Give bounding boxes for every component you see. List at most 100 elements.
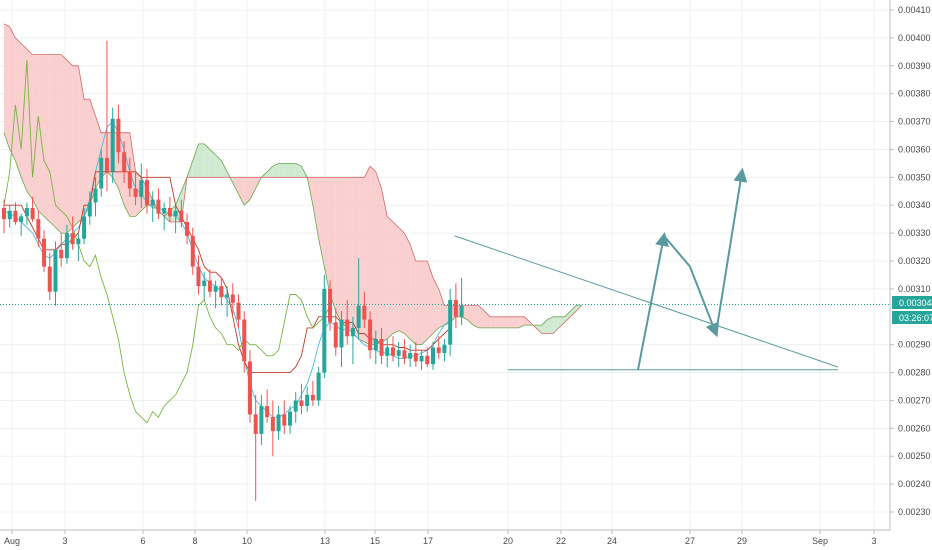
cloud-segment [44,54,50,222]
y-tick-label: 0.00230 [898,507,931,517]
y-tick-label: 0.00330 [898,228,931,238]
candle-body [396,350,401,356]
cloud-segment [55,54,62,234]
candle-body [310,394,315,401]
candle-body [247,361,252,415]
y-tick-label: 0.00410 [898,5,931,15]
x-tick-label: 20 [503,536,513,546]
cloud-segment [249,177,256,200]
candle-body [59,249,64,259]
candle-body [64,233,69,259]
x-axis[interactable]: Aug 3 6 8 10 13 15 17 20 22 24 27 29 Sep 3 [0,529,890,546]
cloud-segment [209,149,216,178]
cloud-segment [473,305,479,328]
cloud-segment [421,261,428,345]
cloud-segment [341,177,348,328]
cloud-segment [192,143,199,178]
cloud-segment [49,54,56,228]
candle-body [116,118,121,153]
senkou-span-b [3,23,582,334]
candle-body [213,286,218,292]
candle-body [122,152,127,172]
cloud-segment [78,65,85,222]
candle-body [145,180,149,206]
cloud-segment [381,188,388,342]
cloud-segment [221,160,228,178]
cloud-segment [290,163,296,178]
y-tick-label: 0.00250 [898,451,931,461]
candle-body [179,210,184,222]
x-tick-label: 13 [320,536,330,546]
candle-body [70,233,75,245]
cloud-segment [15,37,22,178]
y-tick-label: 0.00350 [898,172,931,182]
candle-body [328,288,333,323]
cloud-segment [410,244,416,345]
candle-body [442,344,447,354]
candle-body [219,286,224,298]
y-tick-label: 0.00240 [898,479,931,489]
trend-drawings[interactable] [454,167,839,371]
projection-arrow-segment [715,167,748,334]
cloud-segment [335,177,342,323]
candle-body [42,238,47,267]
cloud-segment [198,143,205,178]
candle-body [167,208,172,217]
candle-body [225,294,230,298]
y-tick-label: 0.00260 [898,423,931,433]
candle-body [82,216,87,239]
cloud-segment [358,177,365,342]
cloud-segment [467,305,474,326]
cloud-segment [433,277,439,334]
cloud-segment [232,177,239,195]
candle-body [99,157,104,189]
y-tick-label: 0.00400 [898,33,931,43]
countdown-label: 03:26:07 [899,313,932,323]
candle-body [19,216,24,222]
cloud-segment [278,163,285,178]
x-tick-label: 8 [192,536,197,546]
candle-body [350,327,355,337]
candle-body [265,406,270,418]
cloud-segment [490,316,496,328]
candle-body [230,294,235,303]
y-axis[interactable]: 0.00410 0.00400 0.00390 0.00380 0.00370 0.003… [889,0,931,530]
candle-body [345,319,350,337]
candle-body [190,235,195,267]
cloud-segment [484,311,491,328]
candle-body [362,305,367,320]
candle-body [419,355,424,362]
cloud-segment [238,177,245,206]
candle-body [379,339,384,356]
y-tick-label: 0.00320 [898,256,931,266]
cloud-segment [564,311,571,323]
cloud-segment [72,65,79,228]
candle-body [322,288,327,373]
cloud-segment [387,216,393,340]
cloud-segment [169,205,176,222]
y-tick-label: 0.00290 [898,340,931,350]
cloud-segment [513,316,519,328]
candle-body [276,414,281,432]
candle-body [104,157,109,172]
candle-body [242,319,247,362]
projection-arrow-segment [663,235,691,268]
cloud-segment [66,60,73,234]
candle-body [356,305,361,328]
candle-body [36,219,41,239]
candle-body [373,339,378,351]
cloud-segment [4,23,10,150]
candle-body [127,171,132,189]
candle-body [53,249,58,292]
candle-body [259,406,264,434]
x-tick-label: 3 [871,536,876,546]
x-tick-label: 29 [737,536,747,546]
candle-body [453,300,458,317]
candle-body [333,322,338,348]
x-tick-label: 17 [423,536,433,546]
x-tick-label: 24 [607,536,617,546]
cloud-segment [404,233,411,340]
candle-body [431,347,435,365]
